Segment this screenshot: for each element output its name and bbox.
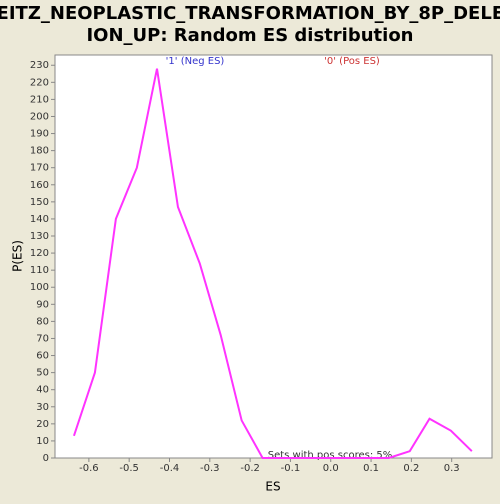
y-tick-label: 140: [30, 214, 49, 225]
x-tick-label: -0.6: [79, 463, 99, 474]
x-tick-label: 0.0: [323, 463, 339, 474]
y-tick-label: 60: [36, 351, 49, 362]
y-tick-label: 150: [30, 197, 49, 208]
y-tick-label: 110: [30, 265, 49, 276]
plot-area: [54, 54, 493, 459]
y-tick-label: 70: [36, 333, 49, 344]
x-tick-label: -0.2: [240, 463, 260, 474]
x-tick-label: 0.1: [363, 463, 379, 474]
data-line: [72, 68, 473, 459]
x-tick-label: -0.4: [160, 463, 180, 474]
y-axis-label: P(ES): [11, 240, 25, 272]
y-tick-label: 210: [30, 94, 49, 105]
x-tick-label: 0.2: [403, 463, 419, 474]
y-tick-label: 180: [30, 146, 49, 157]
chart-title: SEITZ_NEOPLASTIC_TRANSFORMATION_BY_8P_DE…: [0, 3, 500, 24]
y-tick-label: 160: [30, 180, 49, 191]
x-tick-label: 0.3: [444, 463, 460, 474]
y-tick-label: 190: [30, 129, 49, 140]
y-tick-label: 200: [30, 111, 49, 122]
y-tick-label: 100: [30, 282, 49, 293]
y-tick-label: 10: [36, 436, 49, 447]
y-tick-label: 120: [30, 248, 49, 259]
x-axis-label: ES: [265, 480, 280, 494]
y-tick-label: 80: [36, 316, 49, 327]
y-tick-label: 230: [30, 60, 49, 71]
chart-title: ION_UP: Random ES distribution: [86, 25, 413, 46]
x-tick-label: -0.5: [119, 463, 139, 474]
y-tick-label: 130: [30, 231, 49, 242]
annotation: Sets with pos scores: 5%: [268, 450, 393, 461]
y-tick-label: 90: [36, 299, 49, 310]
y-tick-label: 220: [30, 77, 49, 88]
x-tick-label: -0.1: [281, 463, 301, 474]
y-tick-label: 50: [36, 368, 49, 379]
y-tick-label: 0: [43, 453, 49, 464]
y-tick-label: 20: [36, 419, 49, 430]
annotation: '1' (Neg ES): [166, 56, 225, 67]
x-tick-label: -0.3: [200, 463, 220, 474]
y-tick-label: 40: [36, 385, 49, 396]
y-tick-label: 30: [36, 402, 49, 413]
annotation: '0' (Pos ES): [324, 56, 380, 67]
y-tick-label: 170: [30, 163, 49, 174]
